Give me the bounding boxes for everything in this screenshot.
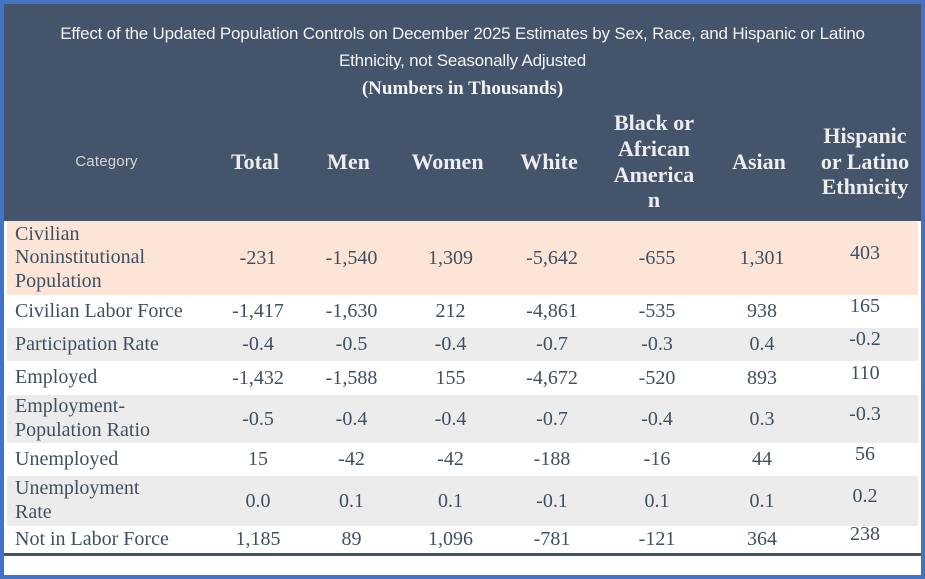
table-subtitle: (Numbers in Thousands) (361, 78, 564, 99)
cell-hispanic: 403 (850, 241, 880, 264)
column-header-women: Women (411, 148, 484, 174)
table-row-not-in-labor-force: Not in Labor Force 1,185 89 1,096 -781 -… (7, 523, 918, 553)
cell-white: -4,672 (526, 366, 578, 389)
cell-black: -0.4 (641, 407, 673, 430)
cell-men: -0.5 (335, 333, 368, 355)
cell-women: 1,096 (428, 528, 473, 550)
cell-men: -1,588 (325, 366, 378, 389)
cell-men: 89 (341, 528, 362, 550)
cell-men: -0.4 (335, 407, 368, 430)
table-row-civilian-noninstitutional-population: Civilian Noninstitutional Population -23… (7, 221, 918, 295)
column-header-men: Men (327, 148, 370, 174)
cell-women: -42 (437, 448, 464, 470)
cell-white: -5,642 (526, 246, 578, 269)
cell-women: -0.4 (434, 407, 467, 430)
cell-total: -0.4 (242, 333, 274, 355)
cell-asian: 364 (747, 528, 777, 550)
cell-hispanic: 165 (850, 295, 880, 317)
cell-black: -0.3 (641, 333, 673, 355)
cell-men: 0.1 (339, 489, 364, 512)
cell-asian: 1,301 (739, 246, 785, 269)
cell-black: -520 (638, 366, 676, 389)
cell-total: 1,185 (235, 528, 281, 550)
cell-women: 155 (435, 366, 466, 389)
row-label: Not in Labor Force (15, 527, 169, 550)
cell-total: -1,432 (232, 366, 284, 389)
table-row-employed: Employed -1,432 -1,588 155 -4,672 -520 8… (7, 361, 918, 395)
cell-total: 15 (248, 448, 268, 470)
table-row-civilian-labor-force: Civilian Labor Force -1,417 -1,630 212 -… (7, 295, 918, 328)
cell-hispanic: 0.2 (852, 484, 878, 507)
row-label: Participation Rate (15, 332, 159, 355)
cell-total: -231 (239, 246, 277, 269)
row-label: Civilian Noninstitutional Population (15, 222, 145, 292)
cell-men: -1,630 (325, 300, 378, 322)
column-header-hispanic-or-latino: Hispanic or Latino Ethnicity (820, 122, 910, 200)
cell-white: -0.7 (536, 407, 568, 430)
cell-women: 1,309 (428, 246, 473, 269)
cell-men: -1,540 (325, 246, 378, 269)
table-body: Civilian Noninstitutional Population -23… (7, 221, 918, 553)
cell-asian: 0.4 (749, 333, 775, 355)
column-header-category: Category (75, 152, 138, 170)
cell-black: 0.1 (644, 489, 670, 512)
column-header-total: Total (230, 148, 280, 174)
cell-total: -1,417 (232, 300, 284, 322)
column-header-black-or-african-american: Black or African American (613, 109, 695, 213)
cell-women: 212 (435, 300, 466, 322)
cell-hispanic: 110 (850, 361, 880, 384)
row-label: Unemployed (15, 447, 119, 470)
cell-black: -121 (638, 528, 676, 550)
cell-hispanic: 56 (855, 443, 875, 465)
cell-total: -0.5 (242, 407, 274, 430)
table-row-participation-rate: Participation Rate -0.4 -0.5 -0.4 -0.7 -… (7, 328, 918, 361)
row-label: Employed (15, 366, 98, 389)
cell-women: 0.1 (438, 489, 463, 512)
table-header-block: Effect of the Updated Population Control… (4, 4, 921, 221)
cell-hispanic: 238 (850, 523, 880, 545)
row-label: Unemployment Rate (15, 477, 140, 523)
cell-hispanic: -0.3 (849, 402, 881, 425)
table-row-unemployment-rate: Unemployment Rate 0.0 0.1 0.1 -0.1 0.1 0… (7, 476, 918, 526)
cell-black: -16 (643, 448, 671, 470)
cell-asian: 893 (747, 366, 777, 389)
column-header-asian: Asian (732, 148, 786, 174)
cell-white: -4,861 (526, 300, 578, 322)
table-row-unemployed: Unemployed 15 -42 -42 -188 -16 44 56 (7, 443, 918, 476)
cell-black: -535 (638, 300, 676, 322)
cell-hispanic: -0.2 (849, 328, 881, 350)
title-area: Effect of the Updated Population Control… (4, 4, 921, 102)
cell-asian: 938 (747, 300, 777, 322)
cell-white: -0.1 (536, 489, 568, 512)
cell-asian: 44 (752, 448, 772, 470)
cell-white: -188 (533, 448, 571, 470)
table-row-employment-population-ratio: Employment-Population Ratio -0.5 -0.4 -0… (7, 395, 918, 443)
cell-asian: 0.1 (749, 489, 775, 512)
cell-white: -781 (533, 528, 571, 550)
row-label: Employment-Population Ratio (15, 395, 150, 441)
cell-asian: 0.3 (749, 407, 775, 430)
cell-white: -0.7 (536, 333, 568, 355)
table-title: Effect of the Updated Population Control… (60, 24, 865, 70)
column-header-row: Category Total Men Women White Black or … (4, 102, 921, 221)
cell-men: -42 (338, 448, 365, 470)
cell-black: -655 (638, 246, 676, 269)
bottom-gap (4, 556, 921, 559)
table-bottom-rule (4, 553, 921, 556)
row-label: Civilian Labor Force (15, 299, 183, 322)
cell-total: 0.0 (245, 489, 271, 512)
cell-women: -0.4 (434, 333, 467, 355)
column-header-white: White (520, 148, 578, 174)
